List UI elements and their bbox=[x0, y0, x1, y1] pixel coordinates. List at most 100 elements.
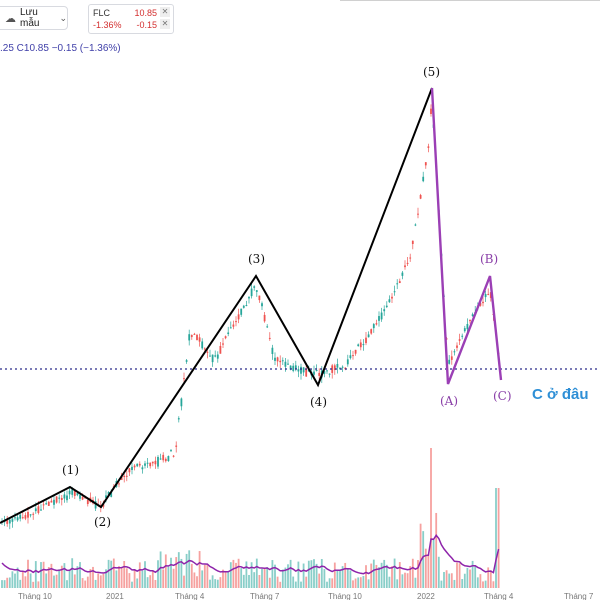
candle-body bbox=[276, 357, 279, 362]
candle-body bbox=[76, 493, 79, 496]
candle-body bbox=[73, 490, 76, 496]
candle-body bbox=[274, 357, 276, 361]
save-template-button[interactable]: ☁ Lưu mẫu ⌄ bbox=[0, 6, 68, 30]
volume-bar bbox=[164, 554, 167, 588]
candle-body bbox=[68, 490, 71, 495]
compare-symbol-box[interactable]: FLC 10.85 -1.36% -0.15 ✕ ✕ bbox=[88, 4, 174, 34]
candle-body bbox=[375, 323, 378, 325]
candle-body bbox=[58, 497, 61, 499]
candle-body bbox=[125, 475, 128, 477]
volume-bar bbox=[474, 565, 477, 588]
candle-body bbox=[138, 463, 141, 466]
candle-body bbox=[55, 496, 58, 503]
close-icon-secondary[interactable]: ✕ bbox=[160, 19, 170, 29]
candle-body bbox=[333, 365, 336, 371]
volume-bar bbox=[53, 575, 55, 588]
volume-bar bbox=[24, 576, 27, 588]
volume-bar bbox=[370, 563, 373, 588]
symbol-change-pct: -1.36% bbox=[93, 20, 122, 30]
volume-bar bbox=[430, 448, 432, 588]
candle-body bbox=[300, 366, 302, 374]
candle-body bbox=[466, 323, 469, 330]
volume-bar bbox=[151, 571, 154, 588]
volume-bar bbox=[383, 559, 386, 588]
volume-bar bbox=[333, 562, 336, 588]
candle-body bbox=[42, 504, 45, 506]
candle-body bbox=[133, 465, 136, 468]
volume-bar bbox=[237, 558, 240, 588]
volume-bar bbox=[14, 573, 16, 588]
volume-bar bbox=[11, 571, 14, 588]
volume-bar bbox=[487, 567, 490, 588]
volume-bar bbox=[19, 579, 22, 588]
volume-bar bbox=[110, 560, 113, 588]
chevron-down-icon[interactable]: ⌄ bbox=[59, 12, 67, 23]
candle-body bbox=[151, 461, 154, 464]
candle-body bbox=[266, 326, 269, 328]
volume-bar bbox=[16, 567, 19, 588]
candle-body bbox=[159, 458, 162, 460]
close-icon[interactable]: ✕ bbox=[160, 7, 170, 17]
volume-bar bbox=[84, 580, 87, 588]
candle-body bbox=[357, 344, 360, 347]
volume-bar bbox=[443, 572, 445, 588]
candle-body bbox=[219, 345, 222, 354]
candle-body bbox=[289, 365, 292, 370]
candle-body bbox=[154, 460, 157, 465]
volume-bar bbox=[393, 558, 396, 588]
candle-body bbox=[393, 291, 396, 293]
candle-body bbox=[380, 312, 383, 320]
candle-body bbox=[268, 337, 271, 339]
candle-body bbox=[388, 299, 391, 303]
volume-bar bbox=[193, 572, 196, 588]
candle-body bbox=[391, 296, 393, 299]
candle-body bbox=[344, 367, 347, 369]
candle-body bbox=[367, 334, 370, 338]
volume-bar bbox=[188, 550, 191, 588]
candle-body bbox=[235, 321, 237, 323]
volume-bar bbox=[3, 580, 6, 588]
volume-bar bbox=[224, 572, 227, 588]
volume-bar bbox=[125, 568, 128, 588]
volume-bar bbox=[391, 566, 393, 588]
candle-body bbox=[71, 489, 74, 495]
volume-bar bbox=[144, 561, 146, 588]
candle-body bbox=[396, 283, 399, 285]
volume-bar bbox=[40, 562, 42, 588]
volume-bar bbox=[141, 570, 144, 588]
volume-bar bbox=[50, 563, 53, 588]
wave-label-5: (5) bbox=[423, 65, 440, 79]
volume-bar bbox=[206, 564, 209, 588]
volume-bar bbox=[107, 559, 110, 588]
candle-body bbox=[162, 454, 165, 461]
candle-body bbox=[448, 359, 451, 364]
candle-body bbox=[323, 371, 326, 374]
candle-body bbox=[341, 366, 344, 368]
volume-bar bbox=[1, 580, 3, 588]
candle-body bbox=[66, 495, 68, 501]
volume-bar bbox=[79, 562, 81, 588]
volume-bar bbox=[268, 577, 271, 588]
candle-body bbox=[144, 463, 146, 466]
volume-bar bbox=[97, 573, 100, 588]
candle-body bbox=[136, 463, 139, 467]
volume-bar bbox=[245, 561, 248, 588]
volume-bar bbox=[235, 562, 237, 588]
volume-bar bbox=[86, 576, 89, 588]
candle-body bbox=[456, 345, 458, 348]
volume-bar bbox=[417, 560, 419, 588]
volume-bar bbox=[362, 576, 365, 588]
volume-bar bbox=[136, 578, 139, 588]
candle-body bbox=[372, 324, 375, 329]
volume-bar bbox=[310, 560, 313, 588]
volume-bar bbox=[484, 580, 487, 588]
volume-bar bbox=[34, 561, 37, 588]
volume-bar bbox=[138, 562, 141, 588]
candle-body bbox=[222, 343, 224, 345]
candle-body bbox=[149, 462, 152, 467]
volume-bar bbox=[37, 581, 40, 588]
candle-body bbox=[406, 262, 409, 264]
candle-body bbox=[216, 354, 219, 359]
candle-body bbox=[183, 378, 185, 380]
